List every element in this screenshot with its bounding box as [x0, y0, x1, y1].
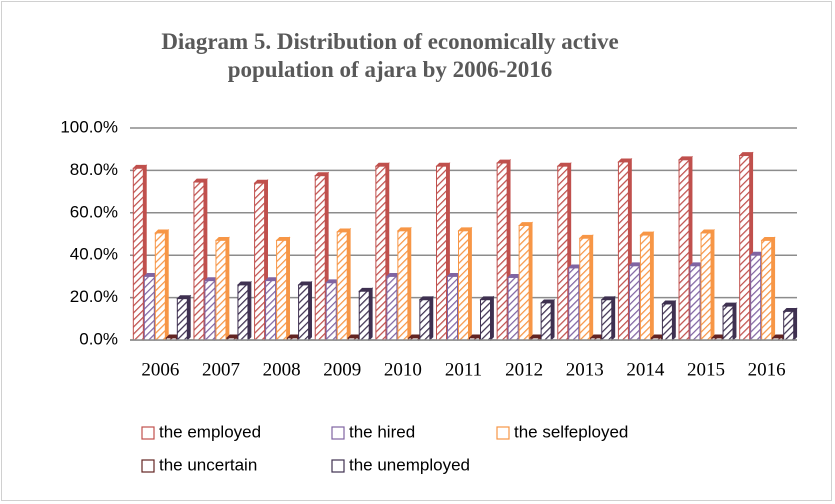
bar [275, 236, 291, 341]
bar-face [458, 230, 469, 341]
y-tick-label: 0.0% [79, 329, 118, 348]
y-tick-label: 80.0% [70, 160, 118, 179]
bar-face [639, 234, 651, 341]
bar [396, 226, 412, 341]
x-tick-label: 2010 [384, 359, 422, 380]
bar [661, 299, 677, 341]
legend-swatch [141, 459, 155, 473]
bar [578, 234, 594, 341]
bar [176, 294, 192, 341]
bar-face [143, 275, 155, 341]
bar-face [419, 299, 431, 341]
bar-face [480, 299, 491, 341]
x-tick-label: 2015 [687, 359, 725, 380]
bar [760, 236, 776, 341]
bar-face [601, 299, 613, 341]
bar-face [386, 275, 398, 341]
bar-face [397, 230, 409, 341]
bar [358, 287, 374, 341]
bar [518, 221, 534, 341]
x-tick-label: 2007 [202, 359, 240, 380]
bar-face [783, 310, 795, 341]
legend-swatch [141, 426, 155, 440]
bar-face [154, 232, 166, 341]
legend-swatch [331, 426, 345, 440]
legend-label: the unemployed [349, 455, 470, 474]
bar-face [193, 181, 205, 341]
bar [600, 295, 616, 341]
legend-label: the selfeployed [514, 422, 628, 441]
bar [336, 227, 352, 341]
x-tick-label: 2013 [566, 359, 604, 380]
y-tick-label: 40.0% [70, 245, 118, 264]
bar [154, 228, 170, 341]
bar [418, 295, 434, 341]
x-tick-label: 2012 [505, 359, 543, 380]
legend-label: the hired [349, 422, 415, 441]
chart-title: Diagram 5. Distribution of economically … [161, 29, 619, 82]
legend-swatch [331, 459, 345, 473]
bar-face [375, 165, 387, 341]
legend-label: the uncertain [159, 455, 257, 474]
bar [722, 302, 738, 341]
bar-face [325, 282, 337, 341]
bar [700, 228, 716, 341]
bar [214, 236, 230, 341]
bar [457, 226, 473, 341]
bar-face [661, 303, 673, 341]
bar-face [254, 182, 266, 341]
x-tick-label: 2011 [445, 359, 482, 380]
bar [639, 231, 655, 341]
x-tick-label: 2008 [263, 359, 301, 380]
x-tick-label: 2009 [323, 359, 361, 380]
bar [479, 295, 495, 341]
x-tick-label: 2006 [141, 359, 179, 380]
y-tick-label: 60.0% [70, 202, 118, 221]
x-tick-label: 2014 [626, 359, 665, 380]
bar-face [204, 280, 216, 341]
bar-face [557, 165, 569, 341]
bar-face [761, 239, 773, 341]
legend-swatch [496, 426, 510, 440]
bar-face [678, 159, 690, 341]
bar [540, 298, 556, 341]
bar-face [722, 305, 734, 341]
bar [236, 280, 252, 341]
x-tick-label: 2016 [748, 359, 786, 380]
bar-face [237, 284, 249, 341]
bar-face [215, 239, 227, 341]
bar-face [700, 232, 712, 341]
bar-face [689, 265, 701, 341]
bar-face [579, 237, 591, 341]
bar-face [507, 276, 519, 341]
y-tick-label: 100.0% [60, 117, 118, 136]
bar-face [628, 265, 640, 341]
bar-face [314, 175, 326, 341]
bar-face [568, 267, 580, 341]
bar-face [739, 155, 751, 341]
bar-face [750, 254, 762, 341]
bar-face [132, 167, 144, 341]
legend-label: the employed [159, 422, 261, 441]
bar-face [436, 165, 447, 341]
bar-face [518, 225, 530, 341]
y-tick-label: 20.0% [70, 287, 118, 306]
bar-face [358, 290, 370, 341]
bar-face [447, 275, 458, 341]
bar-face [176, 298, 188, 341]
bar [297, 280, 313, 341]
bar-face [276, 239, 288, 341]
bar-face [265, 280, 277, 341]
bar-face [336, 231, 348, 341]
bar-face [617, 161, 629, 341]
bar [782, 307, 798, 341]
bar-face [540, 302, 552, 341]
bar-face [496, 162, 508, 341]
bar-face [298, 284, 310, 341]
